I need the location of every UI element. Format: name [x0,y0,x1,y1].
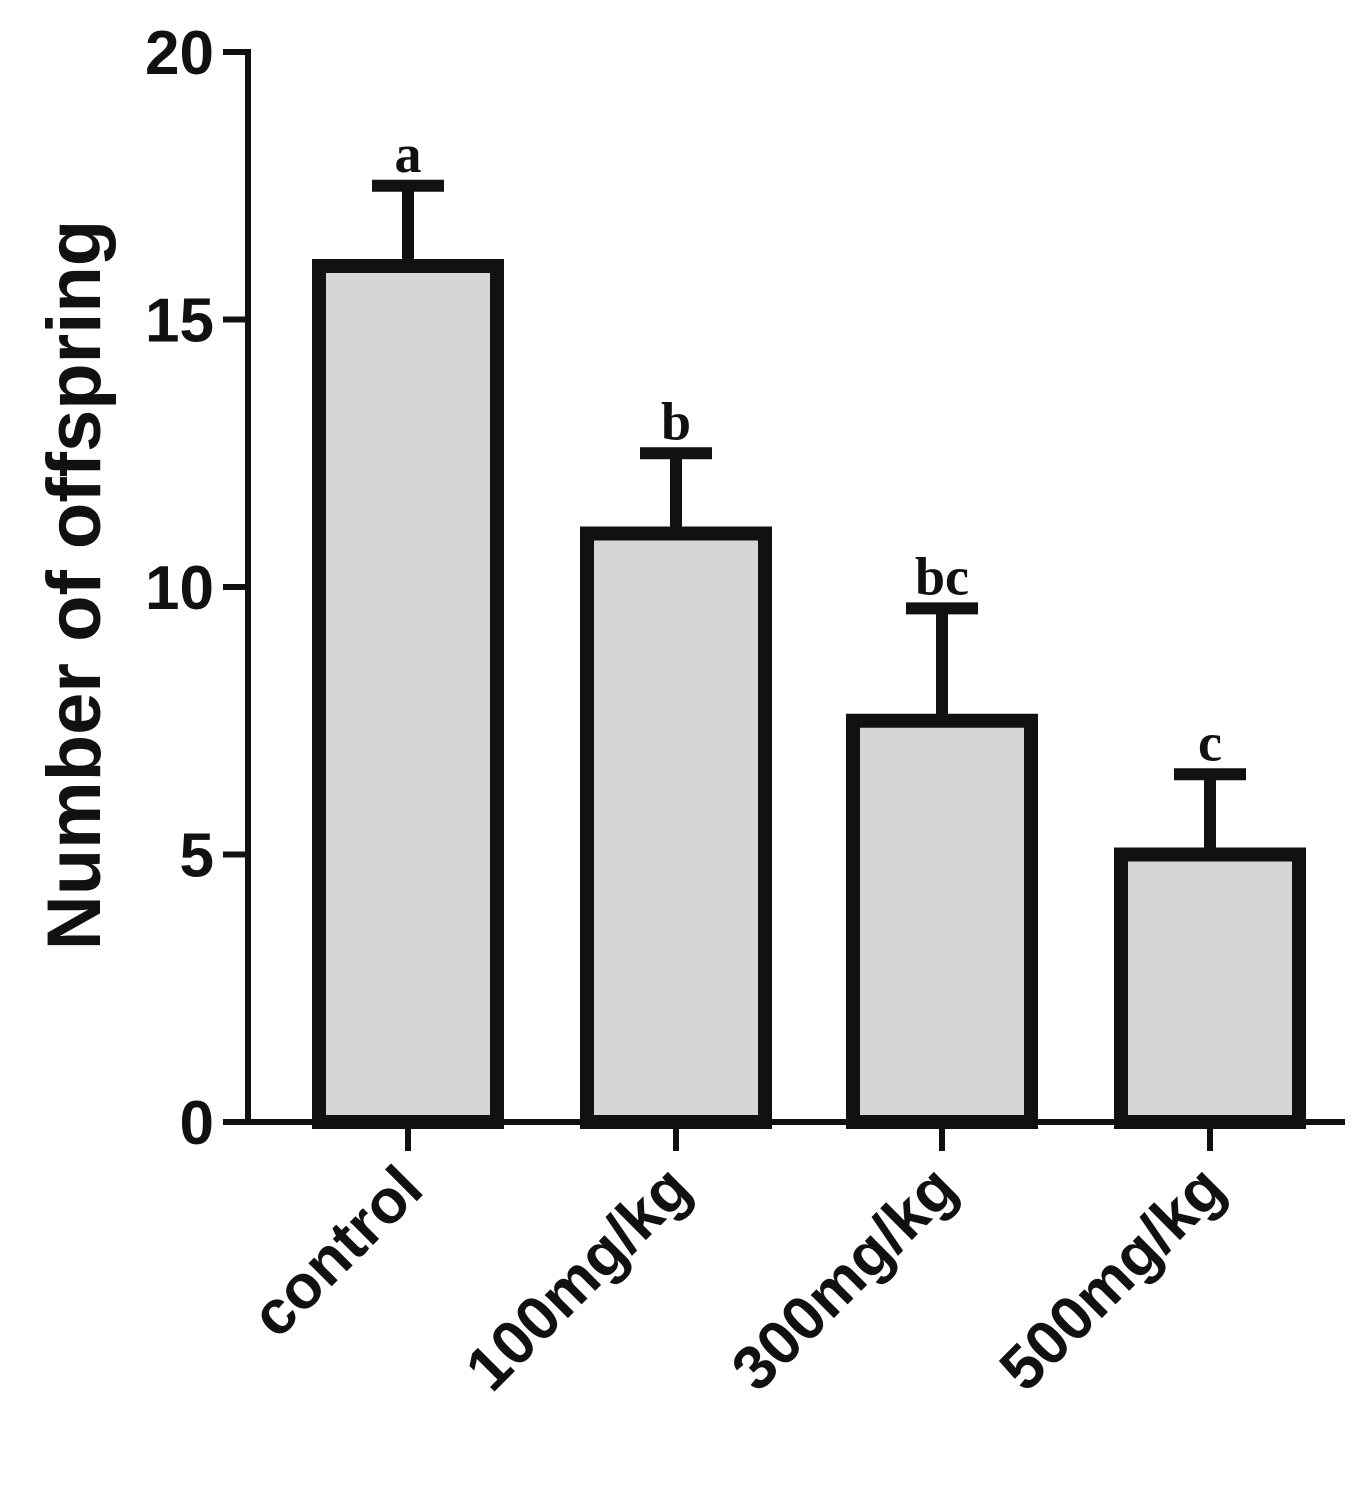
y-tick-label: 10 [145,554,214,623]
x-category-labels: control 100mg/kg 300mg/kg 500mg/kg [239,1153,1238,1404]
x-category-label: 500mg/kg [987,1153,1238,1404]
significance-letter: bc [915,546,969,606]
bar [846,713,1038,1129]
y-tick-label: 15 [145,287,214,356]
bar [580,526,772,1129]
y-tick-label: 20 [145,19,214,88]
bar [1114,847,1306,1129]
significance-labels: a b bc c [395,124,1222,773]
bars [312,259,1306,1129]
y-tick-labels: 0 5 10 15 20 [145,19,214,1158]
y-axis-title: Number of offspring [32,220,117,950]
significance-letter: c [1198,712,1222,772]
y-tick-label: 5 [180,822,214,891]
bar [312,259,504,1129]
x-category-label: 100mg/kg [453,1153,704,1404]
error-bars [372,179,1246,855]
significance-letter: a [395,124,422,184]
x-category-label: 300mg/kg [719,1153,970,1404]
y-tick-label: 0 [180,1089,214,1158]
x-category-label: control [239,1153,436,1350]
significance-letter: b [661,391,691,451]
